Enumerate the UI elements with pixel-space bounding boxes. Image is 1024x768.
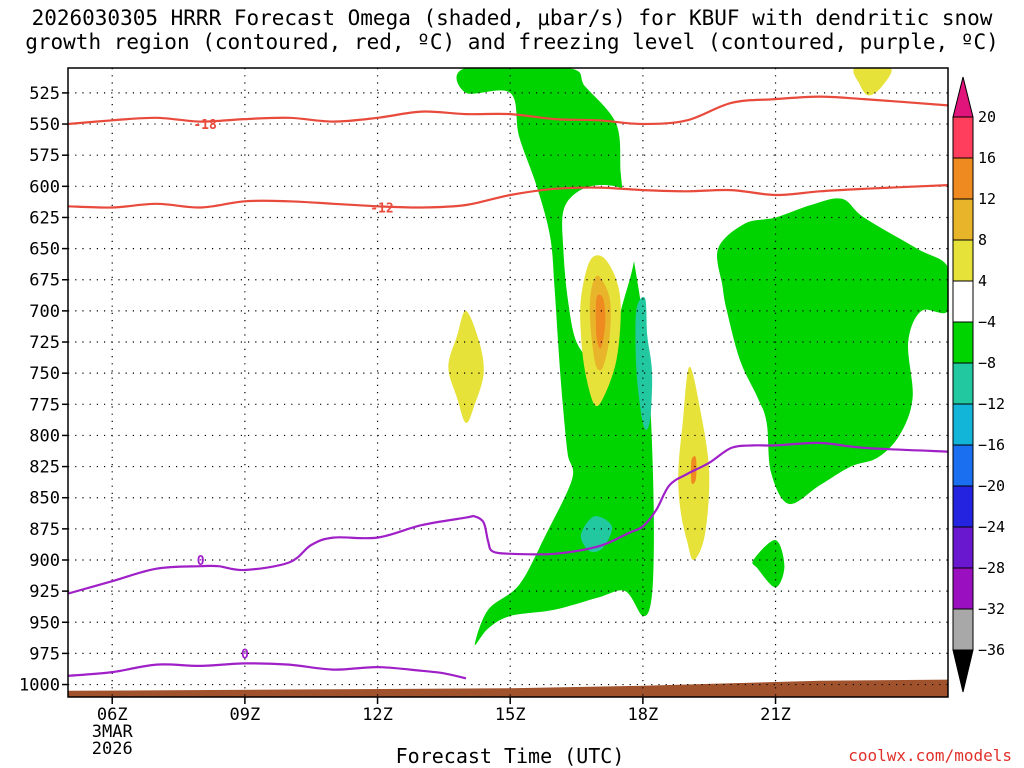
x-axis-label: Forecast Time (UTC) xyxy=(395,744,625,768)
y-tick-label: 900 xyxy=(29,551,60,571)
y-tick-label: 700 xyxy=(29,302,60,322)
contour-label-3: 0 xyxy=(241,647,249,662)
omega-region-2 xyxy=(752,540,785,588)
colorbar-label: −28 xyxy=(978,559,1005,577)
x-tick-label: 3MAR xyxy=(92,722,134,742)
omega-region-9 xyxy=(853,68,892,96)
colorbar-bottom-arrow xyxy=(952,649,974,693)
colorbar-top-arrow xyxy=(952,76,974,118)
contour-label-0: -18 xyxy=(193,118,217,133)
colorbar-band xyxy=(952,444,974,487)
colorbar-band xyxy=(952,362,974,405)
x-tick-label: 18Z xyxy=(628,705,659,725)
x-tick-label: 06Z xyxy=(97,705,128,725)
contour-line-3 xyxy=(68,662,467,680)
colorbar-label: −32 xyxy=(978,600,1005,618)
terrain xyxy=(68,679,948,697)
y-axis-ticks: 525 550 575 600 625 650 675 700 725 750 775 800 825 8… xyxy=(19,84,68,696)
contour-line-2 xyxy=(68,441,948,595)
omega-region-7 xyxy=(448,310,484,424)
colorbar-label: −20 xyxy=(978,477,1005,495)
colorbar-label: 16 xyxy=(978,149,996,167)
colorbar-label: −36 xyxy=(978,641,1005,659)
x-tick-label: 12Z xyxy=(362,705,393,725)
x-tick-label: 2026 xyxy=(92,739,133,759)
y-tick-label: 725 xyxy=(29,333,60,353)
colorbar-band xyxy=(952,608,974,651)
plot-frame xyxy=(67,67,949,698)
colorbar: 20 16 12 8 4 −4 −8 −12 −16 −20 −24 −28 −32 −36 xyxy=(952,76,1005,693)
y-tick-label: 875 xyxy=(29,520,60,540)
colorbar-label: −4 xyxy=(978,313,996,331)
colorbar-band xyxy=(952,321,974,364)
x-tick-label: 09Z xyxy=(230,705,261,725)
terrain-fill xyxy=(68,679,948,697)
colorbar-label: −12 xyxy=(978,395,1005,413)
colorbar-band xyxy=(952,280,974,323)
shaded-regions xyxy=(448,68,948,646)
colorbar-band xyxy=(952,526,974,569)
y-tick-label: 550 xyxy=(29,115,60,135)
title-line-1: 2026030305 HRRR Forecast Omega (shaded, … xyxy=(31,6,993,30)
y-tick-label: 925 xyxy=(29,582,60,602)
colorbar-label: −16 xyxy=(978,436,1005,454)
grid xyxy=(68,68,948,697)
y-tick-label: 675 xyxy=(29,271,60,291)
colorbar-label: 4 xyxy=(978,272,987,290)
chart-title: 2026030305 HRRR Forecast Omega (shaded, … xyxy=(0,6,1024,54)
y-tick-label: 750 xyxy=(29,364,60,384)
y-tick-label: 850 xyxy=(29,489,60,509)
omega-region-1 xyxy=(717,198,948,504)
contour-label-1: -12 xyxy=(370,202,393,217)
omega-region-4 xyxy=(635,297,653,430)
colorbar-label: −8 xyxy=(978,354,996,372)
colorbar-band xyxy=(952,198,974,241)
title-line-2: growth region (contoured, red, ºC) and f… xyxy=(25,30,999,54)
y-tick-label: 600 xyxy=(29,177,60,197)
omega-region-5 xyxy=(580,516,613,553)
y-tick-label: 825 xyxy=(29,458,60,478)
colorbar-band xyxy=(952,157,974,200)
colorbar-label: 12 xyxy=(978,190,996,208)
omega-region-0 xyxy=(456,68,654,646)
colorbar-label: 8 xyxy=(978,231,987,249)
x-tick-label: 21Z xyxy=(760,705,791,725)
contour-lines: -18 -12 0 0 xyxy=(68,95,948,680)
y-tick-label: 800 xyxy=(29,426,60,446)
y-tick-label: 950 xyxy=(29,613,60,633)
colorbar-band xyxy=(952,239,974,282)
colorbar-band xyxy=(952,485,974,528)
y-tick-label: 975 xyxy=(29,644,60,664)
credit-link[interactable]: coolwx.com/models xyxy=(848,746,1012,765)
colorbar-label: 20 xyxy=(978,108,996,126)
contour-label-2: 0 xyxy=(197,554,205,569)
y-tick-label: 525 xyxy=(29,84,60,104)
omega-region-11 xyxy=(595,294,606,349)
colorbar-band xyxy=(952,403,974,446)
y-tick-label: 775 xyxy=(29,395,60,415)
contour-line-1 xyxy=(68,184,948,209)
contour-line-0 xyxy=(68,95,948,126)
y-tick-label: 1000 xyxy=(19,676,60,696)
x-tick-label: 15Z xyxy=(495,705,526,725)
y-tick-label: 650 xyxy=(29,240,60,260)
colorbar-band xyxy=(952,116,974,159)
y-tick-label: 575 xyxy=(29,146,60,166)
y-tick-label: 625 xyxy=(29,208,60,228)
colorbar-label: −24 xyxy=(978,518,1005,536)
colorbar-band xyxy=(952,567,974,610)
